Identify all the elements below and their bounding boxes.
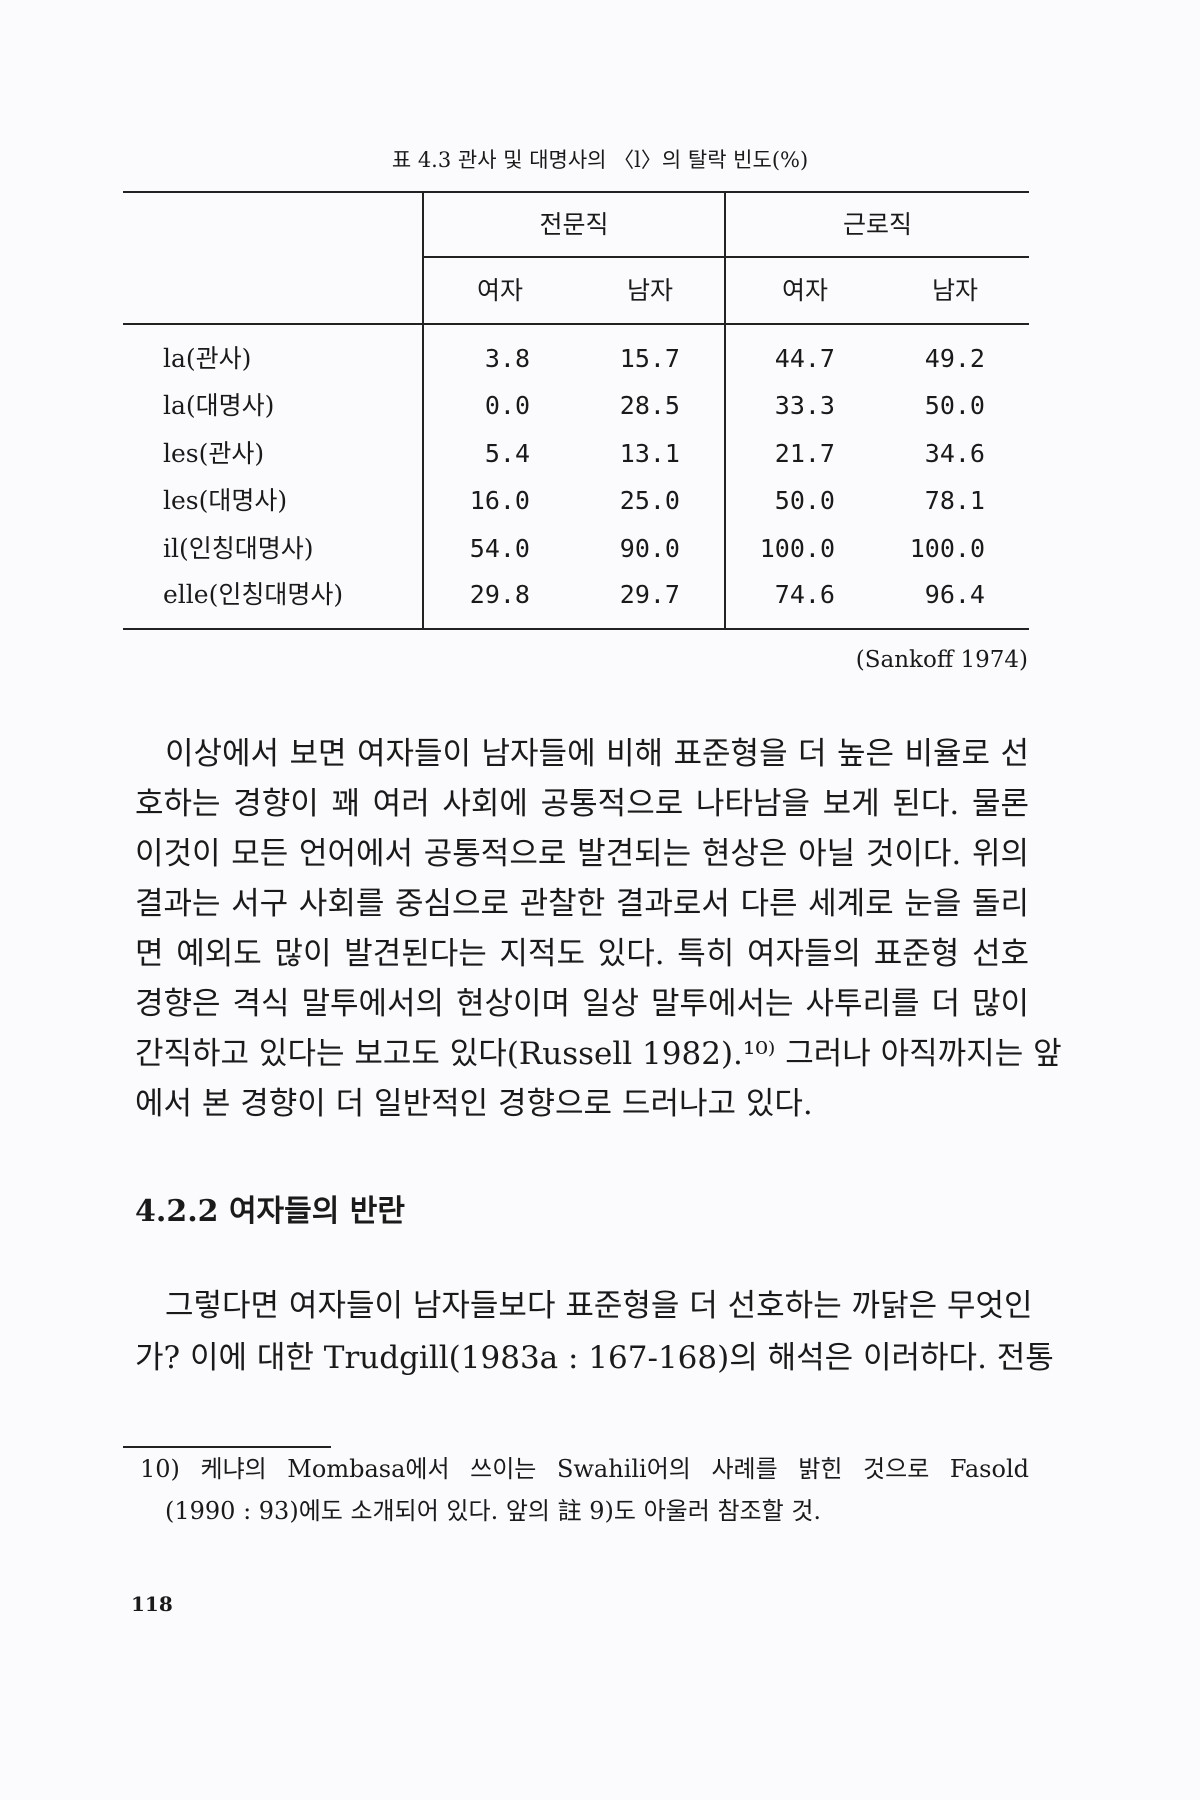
- group-header-labor: 근로직: [842, 210, 912, 239]
- table-cell: 50.0: [924, 391, 985, 420]
- paragraph-line: 그렇다면 여자들이 남자들보다 표준형을 더 선호하는 까닭은 무엇인: [165, 1288, 1033, 1324]
- table-cell: 50.0: [774, 486, 835, 515]
- table-cell: 0.0: [484, 391, 530, 420]
- table-cell: 25.0: [619, 486, 680, 515]
- table-cell: 90.0: [619, 534, 680, 563]
- table-cell: 33.3: [774, 391, 835, 420]
- row-label: il(인칭대명사): [163, 534, 314, 563]
- table-cell: 29.7: [619, 580, 680, 609]
- table-cell: 78.1: [924, 486, 985, 515]
- paragraph-line: 가? 이에 대한 Trudgill(1983a : 167-168)의 해석은 …: [135, 1340, 1054, 1376]
- table-cell: 29.8: [469, 580, 530, 609]
- paragraph-line: 이상에서 보면 여자들이 남자들에 비해 표준형을 더 높은 비율로 선: [165, 736, 1029, 772]
- table-cell: 100.0: [909, 534, 985, 563]
- row-label: la(대명사): [163, 391, 275, 420]
- table-caption: 표 4.3 관사 및 대명사의 〈l〉의 탈락 빈도(%): [391, 148, 809, 172]
- subheader: 여자: [476, 276, 523, 305]
- table-column-divider: [422, 191, 424, 630]
- paragraph-line: 간직하고 있다는 보고도 있다(Russell 1982).¹⁰⁾ 그러나 아직…: [135, 1036, 1062, 1072]
- table-cell: 100.0: [759, 534, 835, 563]
- footnote-line: 10) 케냐의 Mombasa에서 쓰이는 Swahili어의 사례를 밝힌 것…: [140, 1455, 1029, 1483]
- table-cell: 15.7: [619, 344, 680, 373]
- row-label: les(관사): [163, 439, 265, 468]
- footnote-rule: [123, 1446, 331, 1448]
- paragraph-line: 면 예외도 많이 발견된다는 지적도 있다. 특히 여자들의 표준형 선호: [135, 936, 1029, 972]
- table-cell: 44.7: [774, 344, 835, 373]
- footnote-line: (1990 : 93)에도 소개되어 있다. 앞의 註 9)도 아울러 참조할 …: [165, 1497, 822, 1525]
- table-cell: 54.0: [469, 534, 530, 563]
- table-cell: 34.6: [924, 439, 985, 468]
- table-group-rule: [423, 256, 1029, 258]
- subheader: 남자: [931, 276, 978, 305]
- paragraph-line: 결과는 서구 사회를 중심으로 관찰한 결과로서 다른 세계로 눈을 돌리: [135, 886, 1029, 922]
- subheader: 남자: [626, 276, 673, 305]
- page-number: 118: [131, 1592, 173, 1616]
- table-cell: 74.6: [774, 580, 835, 609]
- table-bottom-rule: [123, 628, 1029, 630]
- table-cell: 13.1: [619, 439, 680, 468]
- row-label: la(관사): [163, 344, 252, 373]
- table-column-divider: [724, 191, 726, 630]
- paragraph-line: 이것이 모든 언어에서 공통적으로 발견되는 현상은 아닐 것이다. 위의: [135, 836, 1029, 872]
- table-cell: 5.4: [484, 439, 530, 468]
- paragraph-line: 에서 본 경향이 더 일반적인 경향으로 드러나고 있다.: [135, 1086, 813, 1122]
- table-cell: 21.7: [774, 439, 835, 468]
- row-label: les(대명사): [163, 486, 288, 515]
- section-heading: 4.2.2 여자들의 반란: [135, 1194, 405, 1229]
- table-cell: 49.2: [924, 344, 985, 373]
- table-cell: 3.8: [484, 344, 530, 373]
- table-source: (Sankoff 1974): [855, 647, 1028, 673]
- paragraph-line: 호하는 경향이 꽤 여러 사회에 공통적으로 나타남을 보게 된다. 물론: [135, 786, 1029, 822]
- table-top-rule: [123, 191, 1029, 193]
- subheader: 여자: [781, 276, 828, 305]
- table-header-rule: [123, 323, 1029, 325]
- row-label: elle(인칭대명사): [163, 580, 344, 609]
- group-header-professional: 전문직: [539, 210, 609, 239]
- table-cell: 28.5: [619, 391, 680, 420]
- table-cell: 96.4: [924, 580, 985, 609]
- paragraph-line: 경향은 격식 말투에서의 현상이며 일상 말투에서는 사투리를 더 많이: [135, 986, 1029, 1022]
- table-cell: 16.0: [469, 486, 530, 515]
